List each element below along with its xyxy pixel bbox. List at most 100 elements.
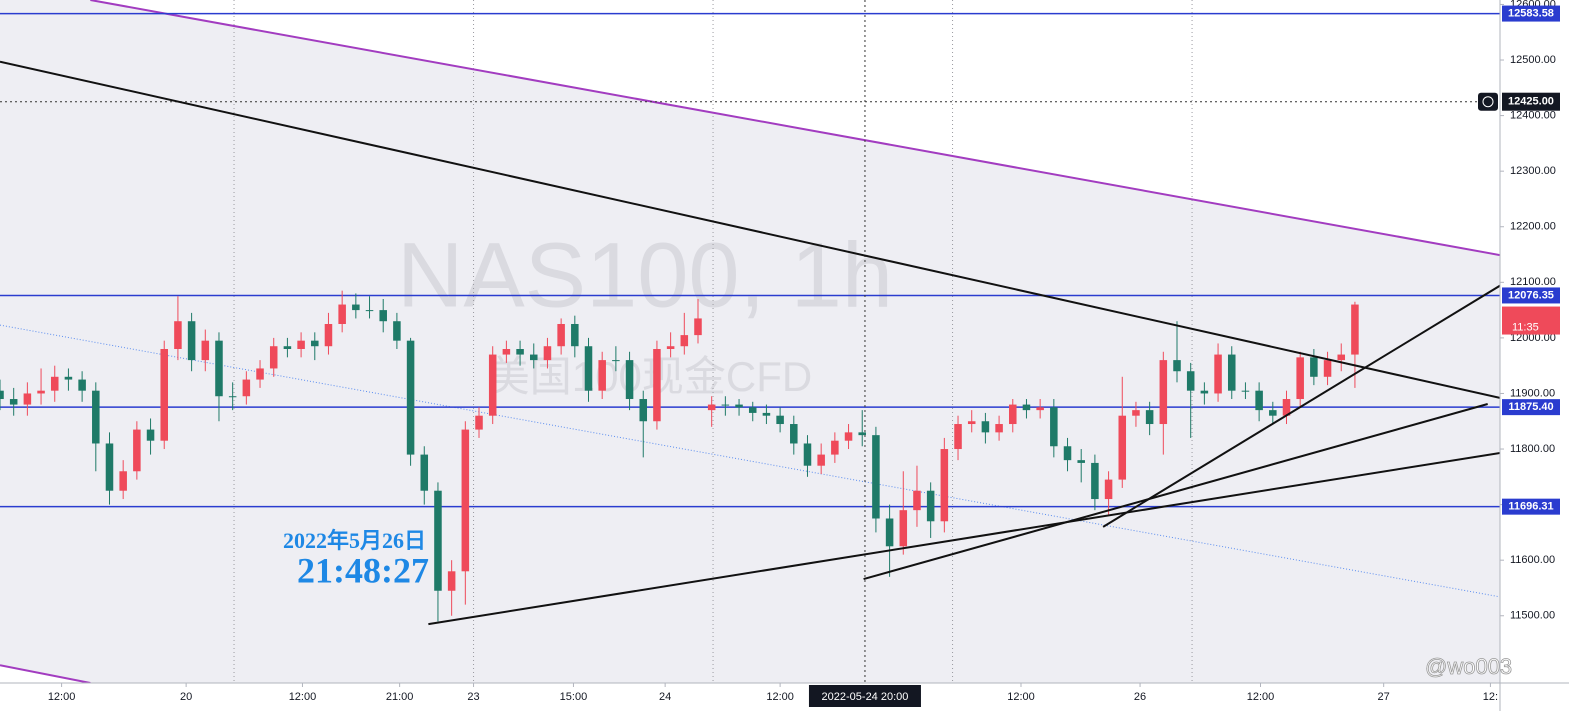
candle-body <box>64 376 73 380</box>
candle-body <box>1063 446 1072 461</box>
watermark-subtitle: 美国100现金CFD <box>488 353 812 400</box>
candle-body <box>803 443 812 466</box>
candle-body <box>324 323 333 347</box>
y-tick-label: 12500.00 <box>1510 54 1556 66</box>
overlay-date: 2022年5月26日 <box>283 528 426 553</box>
candle-body <box>831 440 839 455</box>
candle-body <box>543 346 552 361</box>
level-label: 11696.31 <box>1508 501 1553 513</box>
candle-body <box>1009 404 1017 425</box>
candle-body <box>612 360 620 362</box>
candle-body <box>420 454 429 491</box>
x-tick-label: 12:00 <box>48 691 76 703</box>
candle-body <box>516 349 524 355</box>
candle-body <box>502 349 511 355</box>
candle-body <box>1022 404 1031 411</box>
candle-body <box>872 435 880 519</box>
y-tick-label: 11600.00 <box>1510 554 1555 566</box>
countdown: 11:35 <box>1512 321 1539 333</box>
candle-body <box>215 340 223 397</box>
trend-line <box>863 403 1488 581</box>
candle-body <box>913 490 921 511</box>
trend-line <box>0 60 1500 399</box>
candle-body <box>926 490 935 522</box>
candle-body <box>858 432 866 436</box>
candle-body <box>694 318 702 336</box>
candle-body <box>529 354 538 361</box>
candle-body <box>1091 462 1099 500</box>
candle-body <box>447 571 456 591</box>
y-tick-label: 11800.00 <box>1510 443 1555 455</box>
candle-body <box>78 379 86 391</box>
crosshair-x-label: 2022-05-24 20:00 <box>822 691 909 703</box>
crosshair-y-label: 12425.00 <box>1508 96 1554 108</box>
candle-body <box>119 471 127 491</box>
y-tick-label: 12300.00 <box>1510 165 1556 177</box>
candle-body <box>967 421 976 425</box>
level-label: 11875.40 <box>1508 401 1553 413</box>
candle-body <box>1132 410 1140 416</box>
candle-body <box>0 390 4 400</box>
x-tick-label: 21:00 <box>386 691 414 703</box>
candle-body <box>488 354 497 416</box>
candle-body <box>1214 354 1222 394</box>
candle-body <box>1036 407 1044 411</box>
x-tick-label: 15:00 <box>560 691 588 703</box>
x-tick-label: 12:00 <box>289 691 317 703</box>
candle-body <box>1200 390 1209 394</box>
watermark-title: NAS100, 1h <box>397 224 893 326</box>
candle-body <box>899 510 908 547</box>
crosshair-x-box <box>808 685 921 707</box>
crosshair-y-box <box>1502 92 1560 111</box>
candle-body <box>269 346 278 369</box>
candle-body <box>1077 460 1085 463</box>
candle-body <box>1186 371 1195 391</box>
candle-body <box>352 304 360 311</box>
candle-body <box>461 429 470 572</box>
candle-body <box>1351 304 1359 355</box>
candle-body <box>748 407 757 413</box>
crosshair-plus <box>1482 96 1494 108</box>
candle-body <box>1241 390 1250 392</box>
x-tick-label: 27 <box>1378 691 1390 703</box>
candle-body <box>1118 415 1127 480</box>
candle-body <box>256 368 264 380</box>
candle-body <box>174 321 182 350</box>
candle-body <box>940 449 949 522</box>
candle-body <box>844 432 853 441</box>
candle-body <box>666 346 675 350</box>
y-tick-label: 11900.00 <box>1510 387 1555 399</box>
candle-body <box>598 360 606 391</box>
candle-body <box>1104 479 1113 500</box>
candle-body <box>297 340 305 350</box>
candle-body <box>92 390 100 444</box>
watermark-user: @wo003 <box>1425 654 1512 679</box>
candle-body <box>365 310 374 312</box>
channel-upper <box>90 0 1500 257</box>
candle-body <box>242 379 251 397</box>
channel-lower <box>0 664 91 683</box>
candle-body <box>1050 407 1058 447</box>
candle-body <box>1282 399 1291 416</box>
candle-body <box>1323 360 1332 377</box>
candle-body <box>1145 410 1154 425</box>
level-label-box <box>1502 5 1560 22</box>
y-tick-label: 12600.00 <box>1510 0 1556 10</box>
x-tick-label: 24 <box>659 691 671 703</box>
candle-body <box>37 390 45 394</box>
candle-body <box>1227 354 1236 391</box>
candle-body <box>981 421 990 433</box>
candle-body <box>776 415 784 425</box>
y-tick-label: 12200.00 <box>1510 221 1556 233</box>
x-tick-label: 12:00 <box>1247 691 1275 703</box>
y-tick-label: 12100.00 <box>1510 276 1556 288</box>
candle-body <box>50 376 59 391</box>
candle-body <box>680 335 689 347</box>
trend-line <box>1102 284 1500 528</box>
overlay-time: 21:48:27 <box>297 550 429 590</box>
candle-body <box>133 429 141 472</box>
level-label-box <box>1502 287 1560 304</box>
candle-body <box>23 393 32 405</box>
candle-body <box>1269 410 1277 416</box>
